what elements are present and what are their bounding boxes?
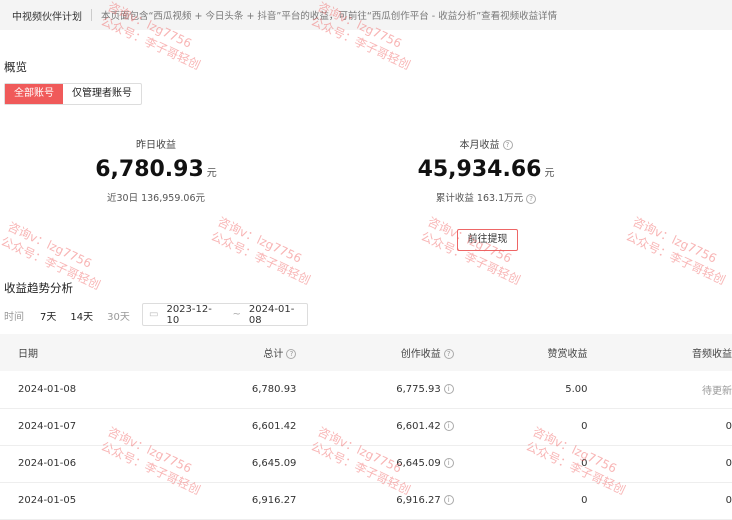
help-icon[interactable]: ? xyxy=(526,194,536,204)
month-value: 45,934.66 xyxy=(418,157,542,182)
date-end: 2024-01-08 xyxy=(249,304,307,326)
range-14[interactable]: 14天 xyxy=(70,308,93,323)
calendar-icon: ▭ xyxy=(149,309,158,320)
col-date: 日期 xyxy=(0,334,128,371)
range-7[interactable]: 7天 xyxy=(40,308,56,323)
date-range-picker[interactable]: ▭ 2023-12-10 ~ 2024-01-08 xyxy=(142,303,308,326)
date-separator: ~ xyxy=(233,309,241,320)
info-icon[interactable]: i xyxy=(444,495,454,505)
cell-audio: 0 xyxy=(588,482,732,519)
cell-tips: 0 xyxy=(454,482,588,519)
cell-audio: 0 xyxy=(588,408,732,445)
yesterday-label: 昨日收益 xyxy=(56,136,256,151)
range-selector: 时间 7天 14天 30天 xyxy=(4,308,144,323)
help-icon[interactable]: ? xyxy=(286,349,296,359)
cell-tips: 0 xyxy=(454,445,588,482)
yesterday-unit: 元 xyxy=(207,168,217,179)
total-income: 累计收益 163.1万元 xyxy=(436,193,523,204)
cell-tips: 0 xyxy=(454,408,588,445)
cell-creation-value: 6,645.09 xyxy=(396,458,441,469)
time-label: 时间 xyxy=(4,308,24,323)
tab-all-accounts[interactable]: 全部账号 xyxy=(5,84,63,104)
last30-income: 近30日 136,959.06元 xyxy=(56,190,256,204)
range-30[interactable]: 30天 xyxy=(107,308,130,323)
col-creation: 创作收益? xyxy=(296,334,453,371)
month-label: 本月收益 xyxy=(460,140,500,151)
account-tabs: 全部账号 仅管理者账号 xyxy=(4,83,142,105)
top-bar: 中视频伙伴计划 本页面包含“西瓜视频 + 今日头条 + 抖音”平台的收益，可前往… xyxy=(0,0,732,30)
date-start: 2023-12-10 xyxy=(166,304,224,326)
cell-creation-value: 6,916.27 xyxy=(396,495,441,506)
cell-date: 2024-01-07 xyxy=(0,408,128,445)
help-icon[interactable]: ? xyxy=(503,140,513,150)
page-title: 中视频伙伴计划 xyxy=(12,8,82,23)
info-icon[interactable]: i xyxy=(444,421,454,431)
col-audio: 音频收益 xyxy=(588,334,732,371)
cell-total: 6,645.09 xyxy=(128,445,296,482)
cell-creation-value: 6,601.42 xyxy=(396,421,441,432)
cell-audio: 0 xyxy=(588,445,732,482)
col-total-label: 总计 xyxy=(263,349,283,360)
cell-total: 6,916.27 xyxy=(128,482,296,519)
divider xyxy=(91,9,92,21)
cell-total: 6,780.93 xyxy=(128,371,296,408)
cell-tips: 5.00 xyxy=(454,371,588,408)
col-tips: 赞赏收益 xyxy=(454,334,588,371)
cell-total: 6,601.42 xyxy=(128,408,296,445)
cell-date: 2024-01-06 xyxy=(0,445,128,482)
tab-admin-accounts[interactable]: 仅管理者账号 xyxy=(63,84,141,104)
overview-title: 概览 xyxy=(4,59,27,75)
cell-creation-value: 6,775.93 xyxy=(396,384,441,395)
cell-audio: 待更新 xyxy=(588,371,732,408)
cell-date: 2024-01-08 xyxy=(0,371,128,408)
yesterday-value: 6,780.93 xyxy=(95,157,204,182)
withdraw-button[interactable]: 前往提现 xyxy=(457,229,518,251)
info-icon[interactable]: i xyxy=(444,458,454,468)
cell-date: 2024-01-05 xyxy=(0,482,128,519)
trend-title: 收益趋势分析 xyxy=(4,280,73,296)
info-icon[interactable]: i xyxy=(444,384,454,394)
help-icon[interactable]: ? xyxy=(444,349,454,359)
month-unit: 元 xyxy=(544,168,554,179)
col-total: 总计? xyxy=(128,334,296,371)
col-creation-label: 创作收益 xyxy=(401,349,441,360)
page-description: 本页面包含“西瓜视频 + 今日头条 + 抖音”平台的收益，可前往“西瓜创作平台 … xyxy=(101,8,557,22)
